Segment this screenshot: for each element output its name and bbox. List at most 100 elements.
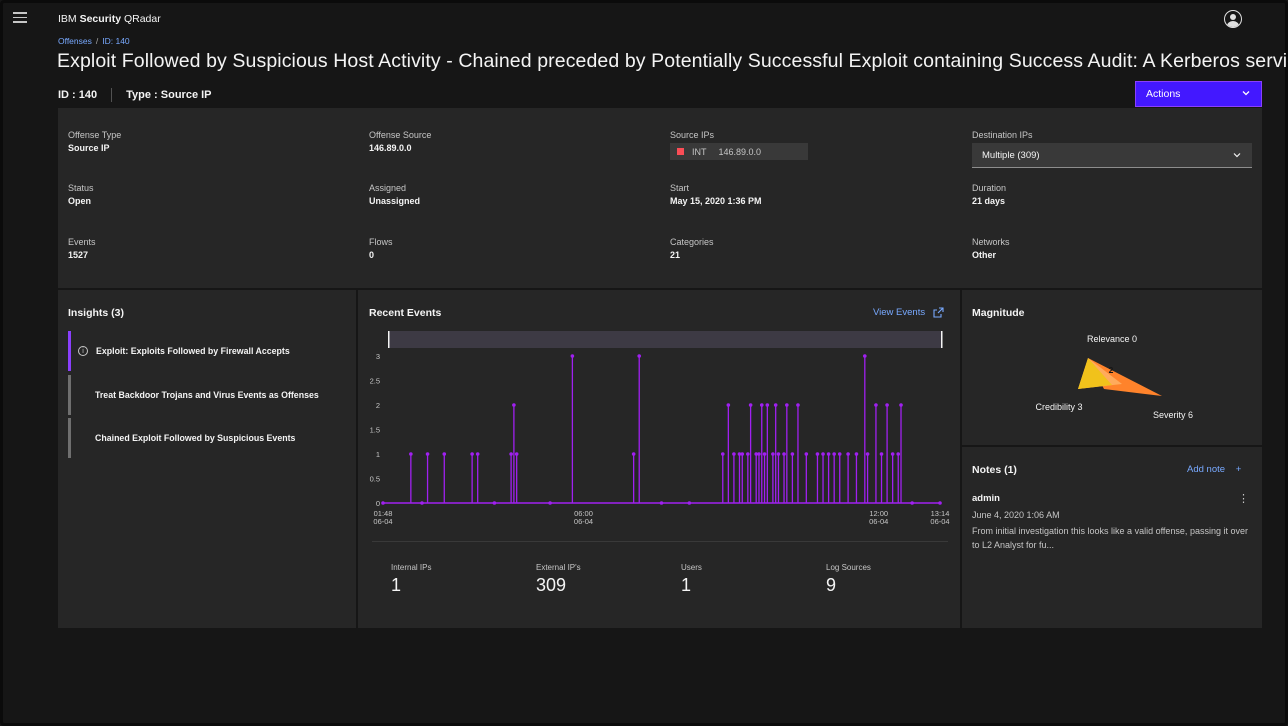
event-point xyxy=(899,403,903,407)
event-point xyxy=(720,452,725,456)
stat-value: 9 xyxy=(826,575,837,595)
event-point xyxy=(746,452,750,456)
field-value: Open xyxy=(68,196,92,206)
add-note-button[interactable]: Add note + xyxy=(1187,464,1241,475)
insights-panel xyxy=(58,290,356,628)
chevron-down-icon xyxy=(1233,153,1241,158)
field-offense-type: Offense Type Source IP xyxy=(68,130,121,153)
event-point xyxy=(748,403,753,407)
field-label: Events xyxy=(68,237,96,247)
event-point xyxy=(659,501,664,505)
event-point xyxy=(732,452,736,456)
event-point xyxy=(874,403,878,407)
magnitude-title: Magnitude xyxy=(972,307,1025,319)
event-point xyxy=(637,354,642,358)
x-tick-date: 06-04 xyxy=(373,517,392,526)
event-point xyxy=(548,501,552,505)
event-point xyxy=(865,452,870,456)
source-ip-kind: INT xyxy=(692,146,707,157)
insights-title: Insights (3) xyxy=(68,307,125,319)
view-events-label: View Events xyxy=(873,307,926,318)
field-value: 21 xyxy=(670,250,681,260)
magnitude-value: 2 xyxy=(1109,365,1114,375)
event-point xyxy=(687,501,692,505)
field-value: 21 days xyxy=(972,196,1006,206)
y-tick-label: 0.5 xyxy=(370,475,380,484)
insight-item[interactable]: i Exploit: Exploits Followed by Firewall… xyxy=(68,331,348,371)
breadcrumb-separator: / xyxy=(95,36,99,46)
field-status: Status Open xyxy=(68,183,94,206)
note-text: From initial investigation this looks li… xyxy=(972,526,1248,550)
view-events-link[interactable]: View Events xyxy=(873,307,944,318)
breadcrumb: Offenses / ID: 140 xyxy=(58,36,130,46)
page-title: Exploit Followed by Suspicious Host Acti… xyxy=(57,50,1288,72)
x-tick-time: 12:00 xyxy=(869,509,888,518)
event-point xyxy=(863,354,867,358)
event-point xyxy=(837,452,842,456)
event-point xyxy=(631,452,636,456)
event-point xyxy=(420,501,424,505)
stat-value: 309 xyxy=(536,575,567,595)
event-point xyxy=(846,452,850,456)
destination-ips-value: Multiple (309) xyxy=(982,149,1040,161)
overflow-menu-icon[interactable]: ⋮ xyxy=(1238,493,1249,505)
user-avatar-icon[interactable] xyxy=(1224,10,1242,28)
stat-label: Log Sources xyxy=(826,563,871,572)
network-type-icon xyxy=(677,148,684,155)
actions-button[interactable]: Actions xyxy=(1135,81,1262,107)
brush-handle-right xyxy=(941,331,943,348)
stat-value: 1 xyxy=(391,575,402,595)
event-point xyxy=(826,452,831,456)
stat-value: 1 xyxy=(681,575,692,595)
note-author: admin xyxy=(972,493,1000,504)
stat-log-sources: Log Sources 9 xyxy=(826,563,871,596)
insight-item[interactable]: Chained Exploit Followed by Suspicious E… xyxy=(68,418,348,458)
x-tick-time: 06:00 xyxy=(574,509,593,518)
field-label: Assigned xyxy=(369,183,407,193)
meta-divider xyxy=(111,88,113,102)
breadcrumb-current[interactable]: ID: 140 xyxy=(102,36,130,46)
event-point xyxy=(782,452,786,456)
relevance-label: Relevance 0 xyxy=(1087,334,1137,344)
info-icon: i xyxy=(78,346,88,356)
offense-id: ID : 140 xyxy=(58,89,98,101)
event-point xyxy=(759,403,764,407)
destination-ips-dropdown[interactable]: Multiple (309) xyxy=(972,143,1252,168)
add-icon: + xyxy=(1235,464,1242,475)
event-point xyxy=(509,452,513,456)
field-offense-source: Offense Source 146.89.0.0 xyxy=(369,130,431,153)
field-value: Unassigned xyxy=(369,196,421,206)
offense-meta: ID : 140 Type : Source IP xyxy=(58,88,212,102)
field-label: Categories xyxy=(670,237,714,247)
field-value: May 15, 2020 1:36 PM xyxy=(670,196,762,206)
field-label: Offense Source xyxy=(369,130,432,140)
brand-suffix: QRadar xyxy=(123,13,161,25)
source-ip-chip[interactable]: INT 146.89.0.0 xyxy=(670,143,808,160)
event-point xyxy=(815,452,820,456)
magnitude-chart: 2 Relevance 0 Credibility 3 Severity 6 xyxy=(1035,334,1193,420)
event-point xyxy=(796,403,800,407)
credibility-shape xyxy=(1078,358,1112,389)
event-point xyxy=(785,403,789,407)
event-point xyxy=(762,452,767,456)
x-tick-time: 13:14 xyxy=(931,509,950,518)
x-tick-date: 06-04 xyxy=(869,517,888,526)
event-point xyxy=(726,403,731,407)
y-tick-label: 3 xyxy=(376,352,380,361)
breadcrumb-offenses-link[interactable]: Offenses xyxy=(58,36,92,46)
event-point xyxy=(896,452,901,456)
event-point xyxy=(425,452,430,456)
event-point xyxy=(938,501,942,505)
field-label: Start xyxy=(670,183,690,193)
insight-item[interactable]: Treat Backdoor Trojans and Virus Events … xyxy=(68,375,348,415)
y-tick-label: 2.5 xyxy=(370,377,380,386)
field-label: Offense Type xyxy=(68,130,122,140)
stat-label: External IP's xyxy=(536,563,581,572)
insight-label: Treat Backdoor Trojans and Virus Events … xyxy=(95,390,319,400)
hamburger-menu-icon[interactable] xyxy=(13,12,27,24)
stat-internal-ips: Internal IPs 1 xyxy=(391,563,431,596)
event-point xyxy=(754,452,758,456)
note-date: June 4, 2020 1:06 AM xyxy=(972,510,1060,520)
event-point xyxy=(854,452,859,456)
event-point xyxy=(442,452,447,456)
